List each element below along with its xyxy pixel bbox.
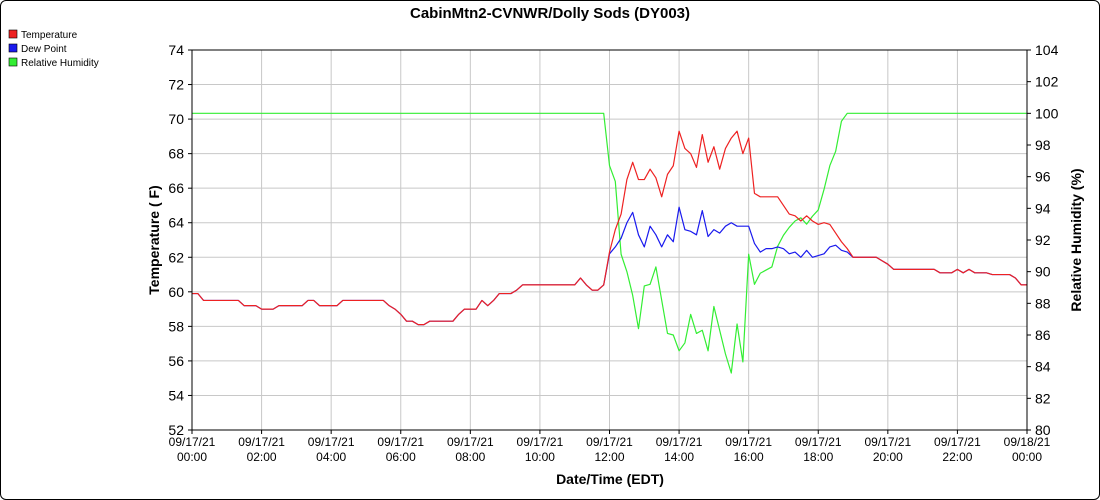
series-line-temperature xyxy=(192,130,1027,326)
x-tick-date-label: 09/17/21 xyxy=(169,435,216,449)
y-tick-label: 74 xyxy=(168,42,184,58)
y2-tick-label: 90 xyxy=(1035,264,1051,280)
y2-tick-label: 84 xyxy=(1035,359,1051,375)
legend-label-temperature: Temperature xyxy=(21,30,78,41)
axis-ticks: 52 54 56 58 60 62 64 66 68 70 72 74 80 82 84 86 88 90 92 94… xyxy=(168,42,1058,464)
y2-axis-title: Relative Humidity (%) xyxy=(1068,168,1084,311)
y2-tick-label: 102 xyxy=(1035,74,1059,90)
y-tick-label: 54 xyxy=(168,387,184,403)
y2-tick-label: 88 xyxy=(1035,295,1051,311)
y2-tick-label: 80 xyxy=(1035,422,1051,438)
y2-tick-label: 100 xyxy=(1035,105,1059,121)
x-tick-date-label: 09/17/21 xyxy=(377,435,424,449)
legend: Temperature Dew Point Relative Humidity xyxy=(8,29,99,69)
x-tick-time-label: 16:00 xyxy=(734,450,764,464)
x-tick-time-label: 02:00 xyxy=(247,450,277,464)
x-tick-date-label: 09/17/21 xyxy=(517,435,564,449)
legend-label-relative-humidity: Relative Humidity xyxy=(21,58,99,69)
x-tick-date-label: 09/17/21 xyxy=(725,435,772,449)
y2-tick-label: 92 xyxy=(1035,232,1051,248)
x-tick-date-label: 09/17/21 xyxy=(656,435,703,449)
y-tick-label: 66 xyxy=(168,180,184,196)
y-tick-label: 56 xyxy=(168,353,184,369)
x-tick-date-label: 09/17/21 xyxy=(447,435,494,449)
x-tick-time-label: 14:00 xyxy=(664,450,694,464)
x-tick-date-label: 09/17/21 xyxy=(934,435,981,449)
x-tick-time-label: 04:00 xyxy=(316,450,346,464)
x-axis-title: Date/Time (EDT) xyxy=(556,471,664,487)
y-tick-label: 62 xyxy=(168,249,184,265)
x-tick-time-label: 12:00 xyxy=(594,450,624,464)
y-tick-label: 60 xyxy=(168,284,184,300)
x-tick-date-label: 09/17/21 xyxy=(586,435,633,449)
y-tick-label: 72 xyxy=(168,77,184,93)
y2-tick-label: 82 xyxy=(1035,390,1051,406)
y-tick-label: 70 xyxy=(168,111,184,127)
y-tick-label: 68 xyxy=(168,146,184,162)
plot-area xyxy=(191,49,1028,431)
legend-swatch-relative-humidity xyxy=(8,57,18,67)
y2-tick-label: 98 xyxy=(1035,137,1051,153)
y-tick-label: 58 xyxy=(168,318,184,334)
x-tick-date-label: 09/17/21 xyxy=(308,435,355,449)
x-tick-time-label: 10:00 xyxy=(525,450,555,464)
legend-swatch-temperature xyxy=(8,29,18,39)
x-tick-date-label: 09/17/21 xyxy=(238,435,285,449)
grid-lines xyxy=(191,49,1028,431)
chart-title: CabinMtn2-CVNWR/Dolly Sods (DY003) xyxy=(410,5,690,22)
x-tick-date-label: 09/17/21 xyxy=(864,435,911,449)
x-tick-date-label: 09/18/21 xyxy=(1004,435,1051,449)
x-tick-time-label: 08:00 xyxy=(455,450,485,464)
x-tick-date-label: 09/17/21 xyxy=(795,435,842,449)
x-tick-time-label: 18:00 xyxy=(803,450,833,464)
y2-tick-label: 86 xyxy=(1035,327,1051,343)
y-tick-label: 52 xyxy=(168,422,184,438)
legend-label-dew-point: Dew Point xyxy=(21,44,67,55)
x-tick-time-label: 20:00 xyxy=(873,450,903,464)
x-tick-time-label: 22:00 xyxy=(942,450,972,464)
legend-swatch-dew-point xyxy=(8,43,18,53)
x-tick-time-label: 06:00 xyxy=(386,450,416,464)
x-tick-time-label: 00:00 xyxy=(1012,450,1042,464)
x-tick-time-label: 00:00 xyxy=(177,450,207,464)
series-lines xyxy=(192,112,1027,374)
y2-tick-label: 104 xyxy=(1035,42,1059,58)
y-tick-label: 64 xyxy=(168,215,184,231)
y2-tick-label: 96 xyxy=(1035,169,1051,185)
y2-tick-label: 94 xyxy=(1035,200,1051,216)
y-axis-title: Temperature ( F) xyxy=(146,185,162,294)
